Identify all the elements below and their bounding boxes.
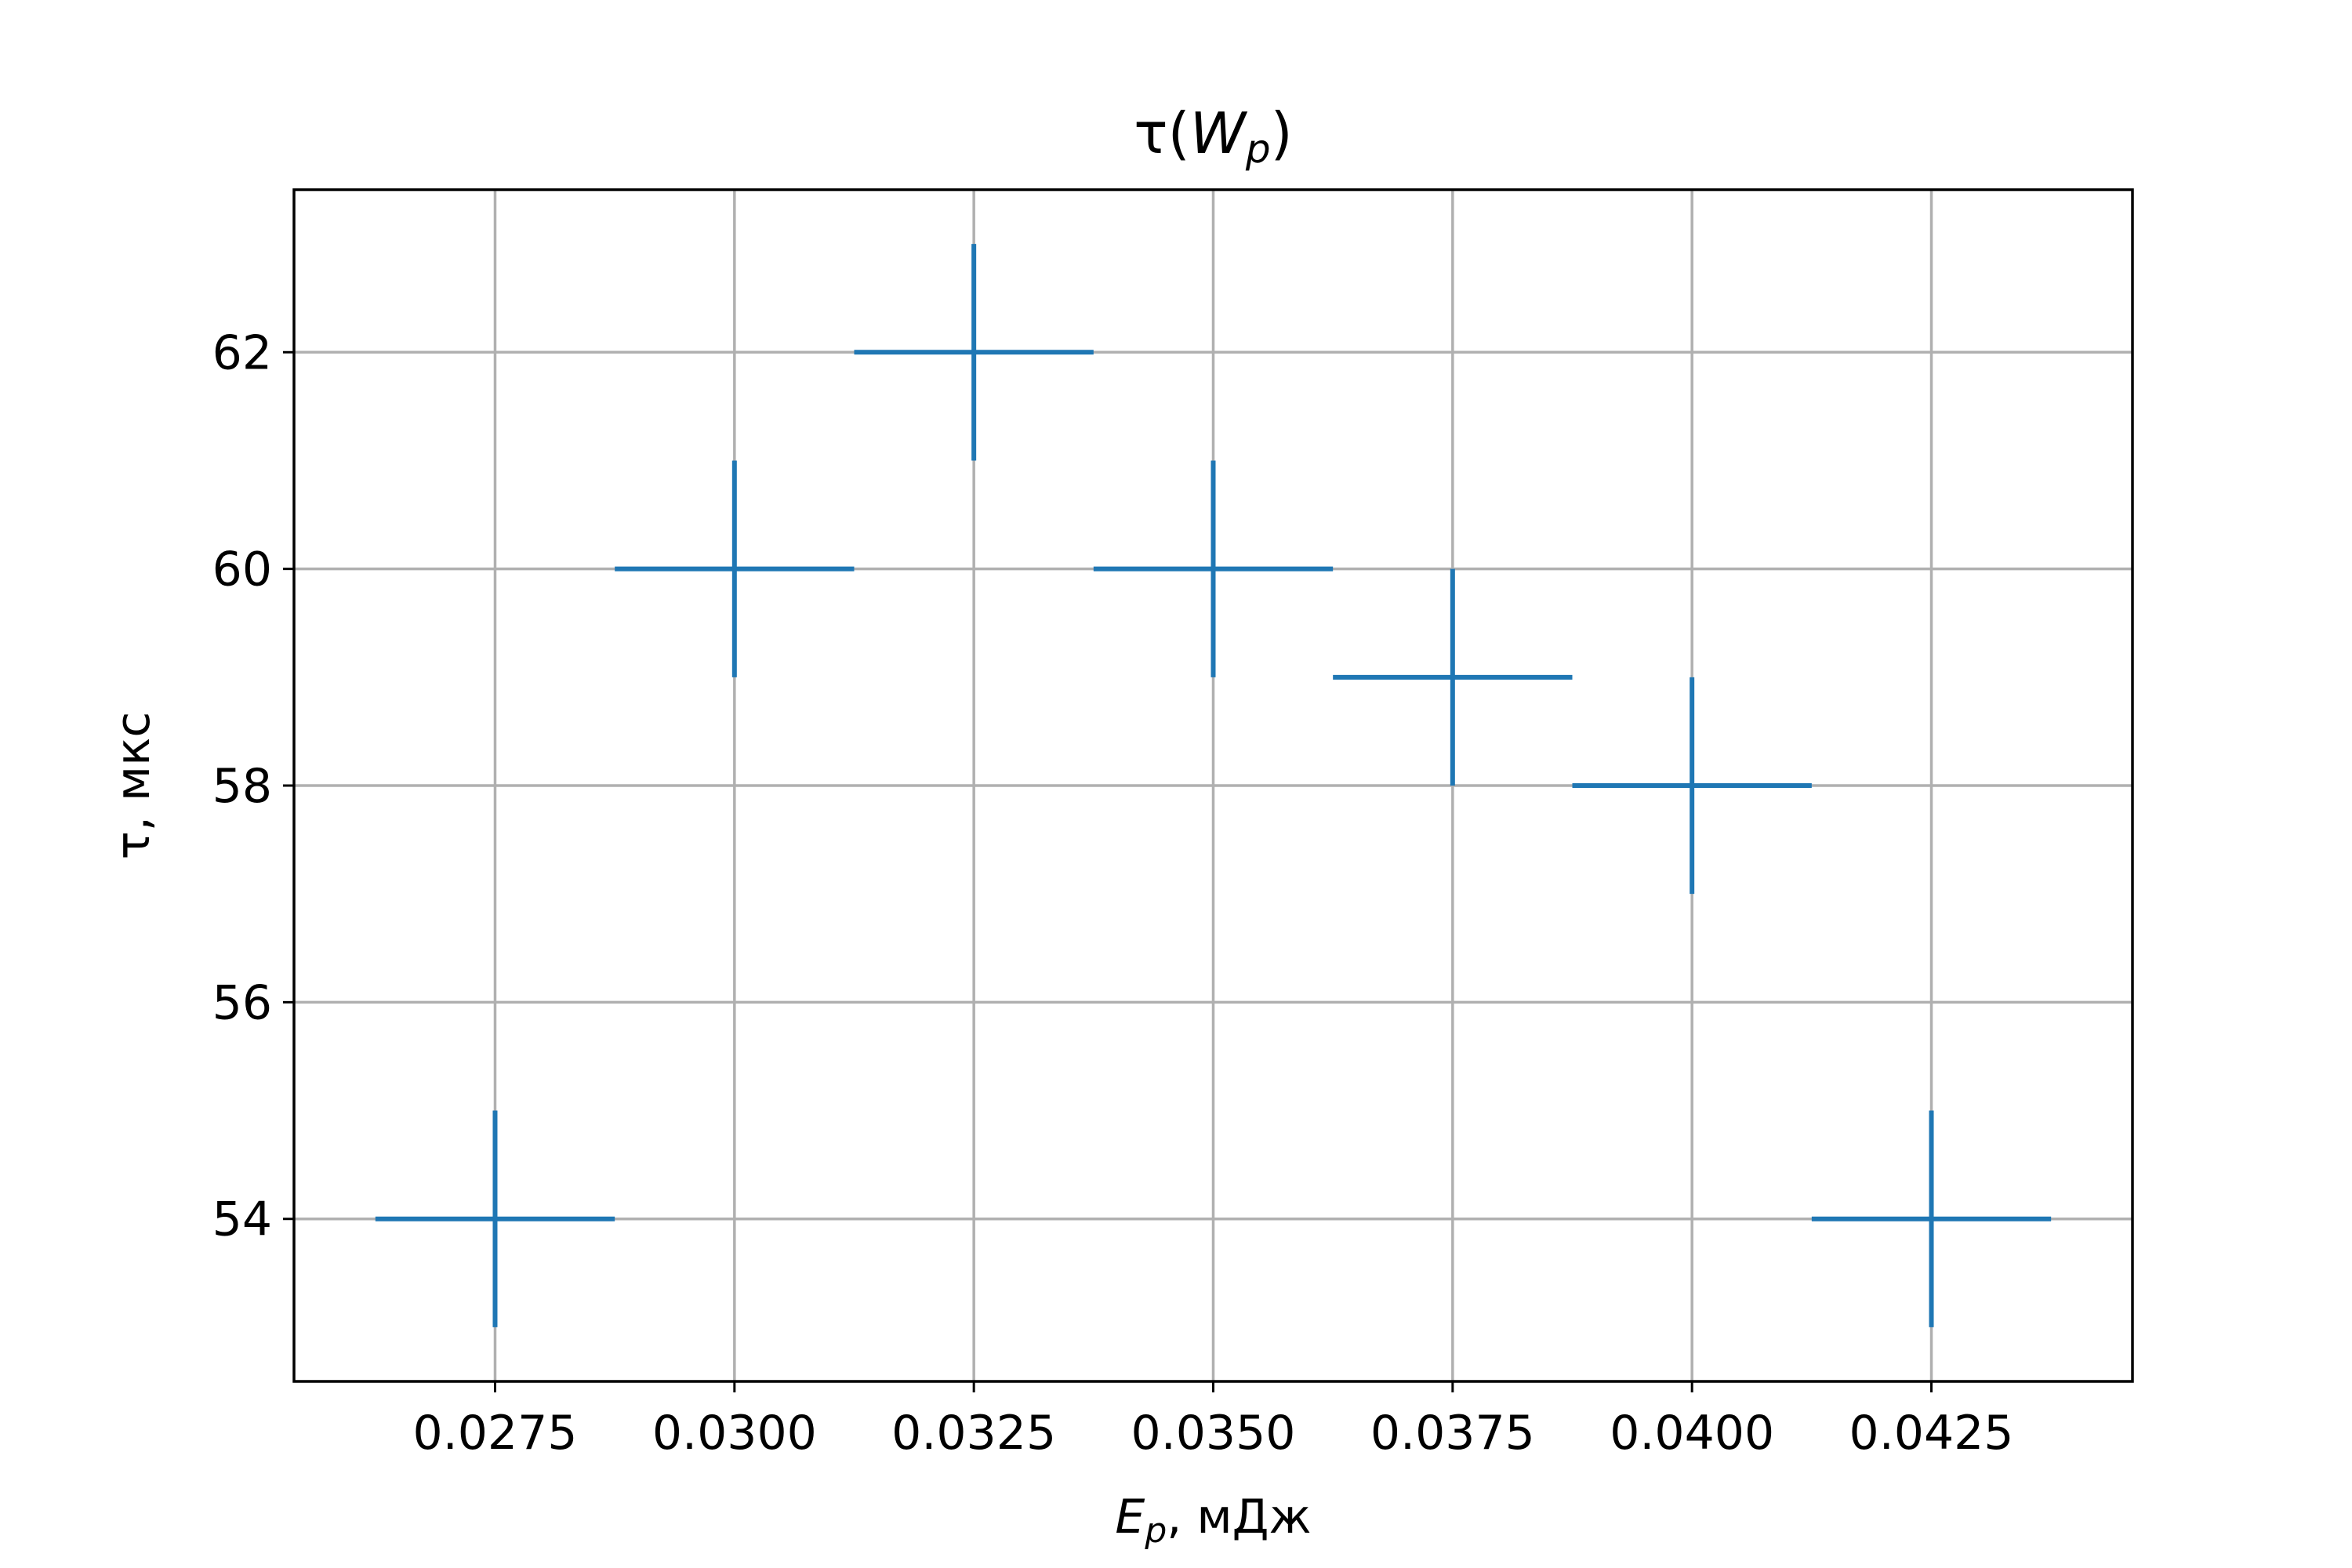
xlabel-sub: p	[1144, 1511, 1167, 1551]
data-point	[375, 1110, 615, 1327]
x-tick-label: 0.0400	[1610, 1406, 1774, 1461]
xlabel-var: E	[1115, 1490, 1145, 1544]
data-point	[1333, 568, 1573, 786]
chart-title: τ(Wp)	[1134, 100, 1292, 172]
y-tick-label: 58	[212, 759, 272, 814]
y-tick-label: 56	[212, 975, 272, 1030]
x-tick-label: 0.0300	[652, 1406, 817, 1461]
title-close: )	[1271, 100, 1293, 166]
data-layer	[375, 244, 2052, 1327]
title-sub: p	[1245, 126, 1271, 172]
data-point	[1811, 1110, 2052, 1327]
y-tick-label: 60	[212, 543, 272, 597]
y-tick-label: 62	[212, 325, 272, 380]
xlabel-rest: , мДж	[1167, 1490, 1311, 1544]
title-var: W	[1190, 100, 1248, 166]
y-axis-title: τ, мкс	[106, 712, 161, 860]
data-point	[854, 244, 1094, 461]
x-tick-label: 0.0350	[1131, 1406, 1296, 1461]
tick-layer: 0.0275 0.0300 0.0325 0.0350 0.0375 0.0400 0.04…	[212, 325, 2014, 1461]
x-axis-title: Ep, мДж	[1115, 1490, 1311, 1551]
x-tick-label: 0.0275	[413, 1406, 578, 1461]
title-main: τ(	[1134, 100, 1189, 166]
y-tick-label: 54	[212, 1192, 272, 1247]
x-tick-label: 0.0325	[891, 1406, 1056, 1461]
data-point	[1093, 460, 1334, 677]
x-tick-label: 0.0425	[1849, 1406, 2014, 1461]
data-point	[615, 460, 855, 677]
data-point	[1572, 677, 1812, 895]
x-tick-label: 0.0375	[1370, 1406, 1535, 1461]
